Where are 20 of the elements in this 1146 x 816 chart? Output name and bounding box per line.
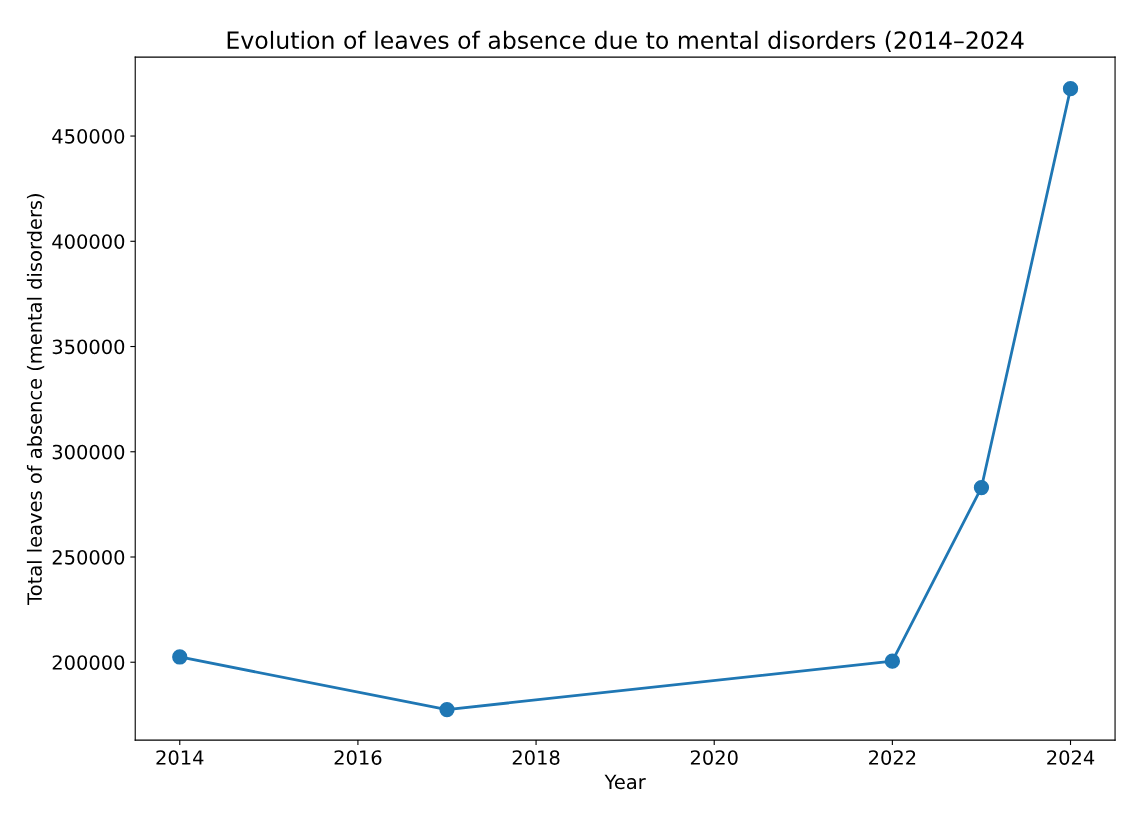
- x-tick-label: 2018: [512, 750, 560, 765]
- y-axis-title: Total leaves of absence (mental disorders): [26, 194, 45, 605]
- point: [1062, 81, 1079, 97]
- x-tick-label: 2024: [1047, 750, 1095, 765]
- x-tick-label: 2016: [334, 750, 382, 765]
- x-tick-label: 2022: [869, 750, 916, 765]
- point: [439, 701, 455, 718]
- chart-title: Evolution of leaves of absence due to mental disorders (2014–2024: [227, 30, 1024, 52]
- y-tick-label: 300000: [52, 444, 125, 460]
- y-tick-label: 400000: [52, 234, 125, 249]
- y-tick-label: 250000: [52, 549, 125, 565]
- y-tick-label: 200000: [52, 655, 125, 670]
- x-tick-label: 2014: [156, 750, 204, 765]
- x-axis-title: Year: [604, 774, 646, 790]
- y-tick-label: 450000: [52, 129, 125, 144]
- x-tick-label: 2020: [690, 750, 738, 765]
- point: [884, 653, 901, 669]
- y-tick-label: 350000: [52, 339, 125, 355]
- point: [973, 479, 990, 496]
- point: [172, 649, 188, 665]
